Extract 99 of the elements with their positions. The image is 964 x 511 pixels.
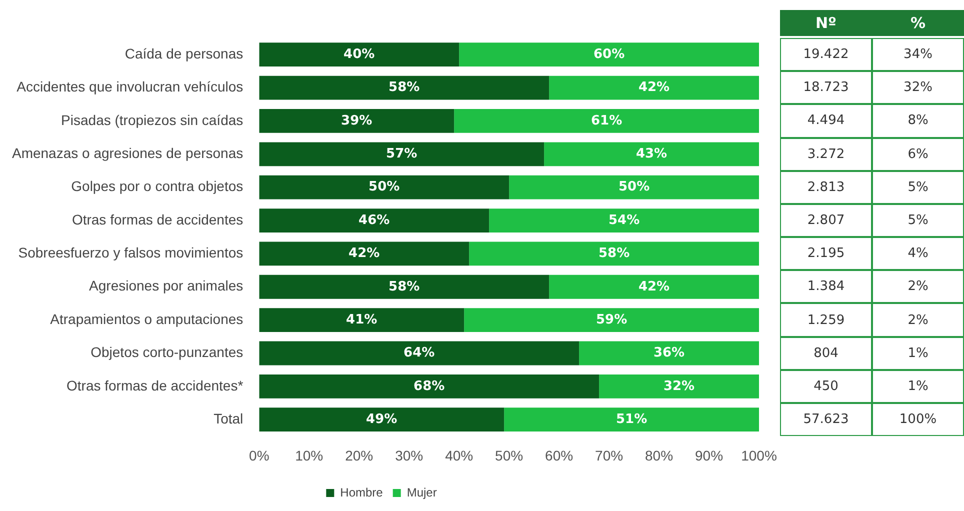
x-tick-label: 0% — [249, 447, 270, 464]
y-tick-label: Golpes por o contra objetos — [71, 178, 244, 194]
legend-label: Mujer — [406, 485, 437, 500]
text: 2.813 — [780, 170, 872, 204]
data-label: 61% — [590, 113, 622, 128]
bar — [259, 274, 550, 299]
data-label: 58% — [598, 246, 630, 262]
y-tick-label: Pisadas (tropiezos sin caídas — [61, 112, 244, 128]
bar — [259, 208, 490, 232]
bar — [259, 76, 550, 100]
data-label: 39% — [341, 113, 372, 128]
bar — [259, 308, 464, 332]
y-tick-label: Accidentes que involucran vehículos — [16, 78, 244, 95]
data-label: 42% — [348, 246, 380, 262]
data-label: 60% — [593, 46, 625, 62]
y-tick-label: Atrapamientos o amputaciones — [50, 310, 244, 327]
y-tick-label: Sobreesfuerzo y falsos movimientos — [18, 244, 244, 261]
data-label: 50% — [618, 180, 650, 195]
data-label: 41% — [346, 312, 378, 328]
text: 19.422 — [780, 38, 872, 72]
text: 1.259 — [780, 303, 872, 337]
text: 5% — [872, 170, 964, 204]
data-label: 68% — [414, 378, 445, 394]
x-tick-label: 100% — [741, 447, 777, 464]
text: 2% — [872, 270, 964, 304]
text: 32% — [872, 71, 964, 104]
y-tick-label: Otras formas de accidentes* — [66, 377, 244, 394]
bar — [504, 408, 759, 432]
text: 2% — [872, 303, 964, 337]
data-label: 46% — [358, 212, 390, 228]
x-tick-label: 30% — [395, 447, 424, 464]
text: 1.384 — [780, 270, 872, 304]
y-tick-label: Otras formas de accidentes — [72, 211, 244, 228]
text: 100% — [872, 403, 964, 436]
bar — [599, 374, 759, 398]
x-tick-label: 50% — [495, 447, 524, 464]
bar — [259, 175, 510, 200]
bar — [259, 374, 600, 398]
data-label: 36% — [653, 346, 685, 361]
x-tick-label: 40% — [445, 447, 474, 464]
bar — [259, 242, 470, 266]
bar — [549, 274, 759, 299]
data-label: 64% — [404, 346, 435, 361]
text: 1% — [872, 370, 964, 403]
text: 3.272 — [780, 138, 872, 171]
y-tick-label: Agresiones por animales — [89, 278, 244, 294]
data-label: 50% — [368, 180, 400, 195]
bar — [489, 208, 759, 232]
x-tick-label: 60% — [545, 447, 574, 464]
text: 4% — [872, 237, 964, 270]
text: 5% — [872, 204, 964, 238]
bar — [549, 76, 759, 100]
text: 450 — [780, 370, 872, 403]
bar — [509, 175, 759, 200]
legend-label: Hombre — [340, 485, 384, 500]
text: 1% — [872, 336, 964, 370]
x-tick-label: 10% — [295, 447, 324, 464]
bar — [259, 408, 504, 432]
data-label: 32% — [663, 378, 695, 394]
bar — [259, 341, 580, 366]
data-label: 51% — [616, 412, 648, 427]
bar — [544, 142, 759, 166]
data-label: 58% — [388, 80, 420, 96]
data-label: 49% — [366, 412, 398, 427]
data-label: 42% — [638, 80, 670, 96]
x-tick-label: 20% — [345, 447, 374, 464]
text: 2.195 — [780, 237, 872, 270]
bar — [459, 42, 759, 67]
y-tick-label: Caída de personas — [124, 45, 244, 62]
text: Nº — [780, 10, 872, 36]
data-label: 57% — [386, 146, 418, 162]
x-tick-label: 80% — [645, 447, 674, 464]
text: 18.723 — [780, 71, 872, 104]
x-tick-label: 70% — [595, 447, 624, 464]
y-tick-label: Total — [214, 410, 244, 426]
y-tick-label: Objetos corto-punzantes — [90, 344, 244, 360]
data-label: 40% — [344, 46, 375, 62]
text: % — [872, 10, 964, 36]
text: 4.494 — [780, 104, 872, 138]
data-label: 42% — [638, 279, 670, 294]
bar — [259, 142, 544, 166]
bar — [464, 308, 759, 332]
text: 804 — [780, 336, 872, 370]
bar — [259, 42, 460, 67]
data-label: 43% — [636, 146, 668, 162]
text: 6% — [872, 138, 964, 171]
data-label: 59% — [596, 312, 628, 328]
text: 34% — [872, 38, 964, 72]
bar — [579, 341, 759, 366]
data-label: 58% — [388, 279, 420, 294]
bar — [469, 242, 759, 266]
bar — [259, 109, 454, 133]
text: 2.807 — [780, 204, 872, 238]
text: 57.623 — [780, 403, 872, 436]
text: 8% — [872, 104, 964, 138]
y-tick-label: Amenazas o agresiones de personas — [12, 145, 244, 161]
x-tick-label: 90% — [695, 447, 724, 464]
bar — [454, 109, 759, 133]
data-label: 54% — [608, 212, 640, 228]
